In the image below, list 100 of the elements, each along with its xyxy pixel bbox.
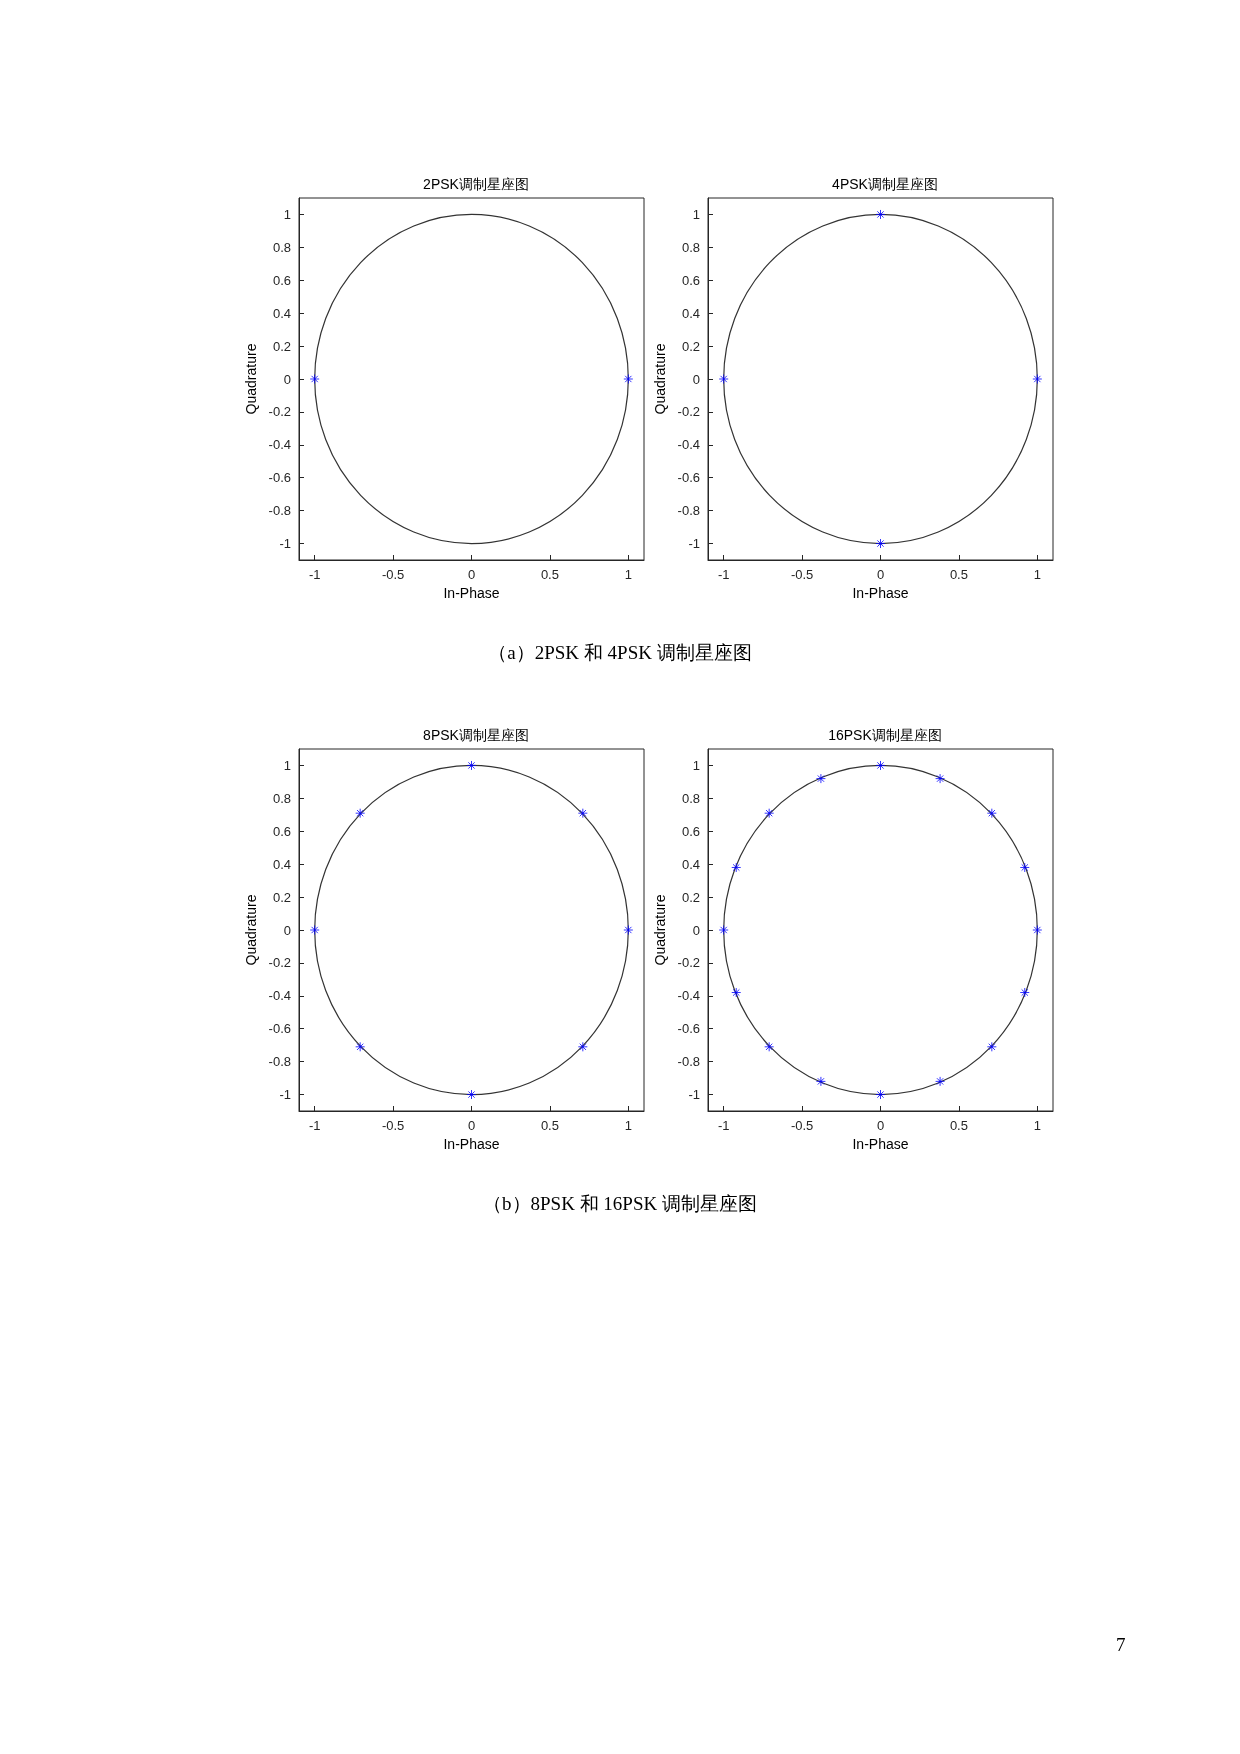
y-tick-label: -1 xyxy=(688,536,700,552)
x-axis-title: In-Phase xyxy=(852,584,909,601)
y-tick-label: -0.6 xyxy=(677,1021,700,1037)
x-tick-label: -1 xyxy=(717,567,730,582)
point xyxy=(731,862,742,873)
y-tick-label: 1 xyxy=(283,206,291,222)
x-tick-label: 0 xyxy=(876,1118,885,1133)
y-tick-label: 0.8 xyxy=(681,790,700,806)
point xyxy=(764,1041,775,1052)
y-tick-label: 0.2 xyxy=(681,338,700,354)
x-axis-title: In-Phase xyxy=(852,1135,909,1152)
point xyxy=(577,808,588,819)
y-tick-label: 0.4 xyxy=(272,305,291,321)
point xyxy=(466,1089,477,1100)
x-tick-label: -0.5 xyxy=(790,567,814,582)
chart-title: 8PSK调制星座图 xyxy=(423,727,529,743)
point xyxy=(355,808,366,819)
y-tick-label: -0.2 xyxy=(268,955,291,971)
y-tick-label: -0.6 xyxy=(677,470,700,486)
point xyxy=(718,925,729,935)
y-tick-label: -0.8 xyxy=(268,1054,291,1070)
y-tick-label: -0.4 xyxy=(268,988,291,1004)
x-tick-label: 1 xyxy=(1033,567,1041,582)
y-tick-label: 0.2 xyxy=(681,889,700,905)
y-axis-title: Quadrature xyxy=(651,343,668,415)
y-tick-label: 0.2 xyxy=(272,338,291,354)
x-tick-label: -0.5 xyxy=(381,1118,405,1133)
point xyxy=(309,925,320,935)
y-tick-label: 1 xyxy=(692,757,700,773)
text: 7 xyxy=(1116,1634,1126,1656)
y-tick-label: 0 xyxy=(283,371,291,387)
y-axis-title: Quadrature xyxy=(242,343,259,415)
y-tick-label: -0.4 xyxy=(268,437,291,453)
y-tick-label: 0.4 xyxy=(681,856,700,872)
point xyxy=(466,760,477,771)
x-tick-label: 1 xyxy=(624,1118,632,1133)
point xyxy=(355,1041,366,1052)
x-tick-label: 0.5 xyxy=(540,1118,559,1133)
y-tick-label: -0.8 xyxy=(268,503,291,519)
y-tick-label: -0.6 xyxy=(268,1021,291,1037)
x-tick-label: 0.5 xyxy=(949,1118,968,1133)
point xyxy=(577,1041,588,1052)
x-tick-label: 0 xyxy=(467,567,476,582)
y-tick-label: -0.8 xyxy=(677,503,700,519)
x-tick-label: 0.5 xyxy=(949,567,968,582)
y-tick-label: -1 xyxy=(688,1087,700,1103)
y-tick-label: -0.6 xyxy=(268,470,291,486)
point xyxy=(1019,987,1030,998)
x-tick-label: -1 xyxy=(717,1118,730,1133)
point xyxy=(986,808,997,819)
text: （a）2PSK 和 4PSK 调制星座图 xyxy=(488,641,752,665)
y-tick-label: 0 xyxy=(283,922,291,938)
x-tick-label: 0.5 xyxy=(540,567,559,582)
x-tick-label: 1 xyxy=(624,567,632,582)
point xyxy=(1032,925,1043,935)
chart-title: 16PSK调制星座图 xyxy=(828,727,942,743)
y-tick-label: -0.4 xyxy=(677,437,700,453)
x-tick-label: -0.5 xyxy=(381,567,405,582)
point xyxy=(731,987,742,998)
x-tick-label: -1 xyxy=(308,567,321,582)
y-tick-label: -1 xyxy=(279,536,291,552)
point xyxy=(875,1089,886,1100)
point xyxy=(815,773,826,784)
point xyxy=(875,538,886,549)
y-tick-label: 0.6 xyxy=(272,823,291,839)
point xyxy=(815,1076,826,1087)
x-tick-label: -1 xyxy=(308,1118,321,1133)
y-tick-label: 0 xyxy=(692,922,700,938)
y-axis-title: Quadrature xyxy=(651,894,668,966)
x-axis-title: In-Phase xyxy=(443,584,500,601)
point xyxy=(986,1041,997,1052)
y-tick-label: -1 xyxy=(279,1087,291,1103)
point xyxy=(875,760,886,771)
y-tick-label: 0.6 xyxy=(681,272,700,288)
y-tick-label: 0.6 xyxy=(272,272,291,288)
point xyxy=(718,374,729,384)
y-tick-label: 0.8 xyxy=(272,790,291,806)
x-axis-title: In-Phase xyxy=(443,1135,500,1152)
y-axis-title: Quadrature xyxy=(242,894,259,966)
y-tick-label: 0.4 xyxy=(681,305,700,321)
point xyxy=(935,773,946,784)
x-tick-label: -0.5 xyxy=(790,1118,814,1133)
y-tick-label: -0.4 xyxy=(677,988,700,1004)
point xyxy=(935,1076,946,1087)
y-tick-label: 0.8 xyxy=(272,239,291,255)
x-tick-label: 0 xyxy=(467,1118,476,1133)
y-tick-label: -0.2 xyxy=(677,404,700,420)
point xyxy=(875,209,886,220)
y-tick-label: 0.6 xyxy=(681,823,700,839)
point xyxy=(764,808,775,819)
chart-title: 2PSK调制星座图 xyxy=(423,176,529,192)
y-tick-label: -0.2 xyxy=(677,955,700,971)
chart-title: 4PSK调制星座图 xyxy=(832,176,938,192)
point xyxy=(1032,374,1043,384)
y-tick-label: 0 xyxy=(692,371,700,387)
y-tick-label: 1 xyxy=(283,757,291,773)
text: （b）8PSK 和 16PSK 调制星座图 xyxy=(483,1192,757,1216)
y-tick-label: -0.2 xyxy=(268,404,291,420)
y-tick-label: -0.8 xyxy=(677,1054,700,1070)
y-tick-label: 0.8 xyxy=(681,239,700,255)
